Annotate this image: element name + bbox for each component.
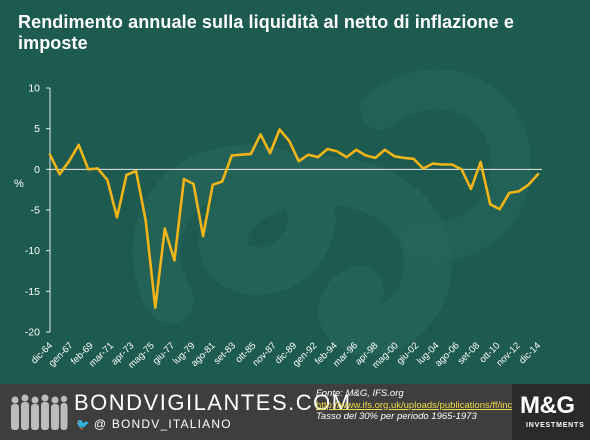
- y-tick-label: -5: [31, 205, 40, 217]
- data-point: [307, 153, 310, 156]
- data-point: [163, 227, 166, 230]
- data-point: [249, 152, 253, 156]
- data-point: [517, 190, 521, 193]
- mg-logo-sub: INVESTMENTS: [526, 422, 585, 429]
- data-point: [182, 177, 186, 181]
- line-chart: 1050-5-10-15-20%dic-64gen-67feb-69mar-71…: [14, 83, 543, 371]
- footer: BONDVIGILANTES.COM 🐦 @ BONDV_ITALIANO Fon…: [0, 384, 590, 440]
- mg-logo: M&G INVESTMENTS: [512, 384, 590, 440]
- data-point: [173, 259, 176, 262]
- source-note: Fonte: M&G, IFS.org http://www.ifs.org.u…: [316, 388, 545, 423]
- data-point: [402, 156, 406, 160]
- y-tick-label: 5: [34, 123, 40, 135]
- data-point: [201, 234, 205, 238]
- data-point: [498, 208, 501, 211]
- data-point: [316, 155, 320, 159]
- y-tick-label: -10: [25, 245, 40, 257]
- data-point: [154, 306, 157, 309]
- chart-area: 10 5 0 -5 -10 -15 -20% dic-64 gen-67 feb-69 mar-71…: [0, 70, 590, 375]
- data-point: [221, 180, 224, 183]
- x-tick-label: giu-77: [151, 340, 177, 366]
- data-point: [87, 168, 90, 171]
- data-point: [326, 147, 329, 151]
- x-tick-label: dic-14: [517, 340, 543, 366]
- data-point: [345, 155, 348, 159]
- data-point: [77, 143, 80, 147]
- y-tick-label: 0: [34, 164, 40, 176]
- data-point: [259, 133, 262, 136]
- x-tick-label: set-83: [212, 340, 238, 366]
- data-point: [230, 154, 233, 157]
- data-point: [335, 150, 339, 153]
- y-axis-label: %: [14, 178, 24, 190]
- twitter-handle[interactable]: 🐦 @ BONDV_ITALIANO: [76, 417, 232, 431]
- data-point: [96, 167, 100, 170]
- data-point: [297, 160, 300, 163]
- data-point: [460, 168, 463, 171]
- data-point: [48, 153, 52, 156]
- y-tick-label: -15: [25, 286, 40, 298]
- data-point: [441, 163, 444, 166]
- data-point: [412, 157, 415, 160]
- data-point: [134, 169, 138, 173]
- data-point: [508, 191, 511, 195]
- data-point: [268, 151, 272, 155]
- x-tick-label: set-08: [456, 340, 482, 366]
- data-point: [278, 128, 281, 131]
- twitter-bird-icon: 🐦: [76, 419, 91, 431]
- series-line: [48, 128, 540, 309]
- data-point: [355, 148, 358, 151]
- data-point: [393, 155, 396, 158]
- data-point: [469, 187, 473, 191]
- data-point: [125, 173, 128, 177]
- people-silhouettes-icon: [11, 394, 68, 430]
- data-point: [374, 156, 377, 160]
- data-point: [450, 163, 454, 166]
- data-point: [192, 182, 195, 186]
- data-point: [479, 160, 482, 164]
- data-point: [383, 148, 387, 151]
- y-tick-label: -20: [25, 327, 40, 339]
- data-point: [115, 216, 119, 219]
- data-point: [527, 183, 530, 186]
- data-point: [364, 154, 367, 157]
- data-point: [240, 153, 243, 156]
- mg-logo-text: M&G: [520, 392, 575, 419]
- source-link[interactable]: http://www.ifs.org.uk/uploads/publicatio…: [316, 399, 545, 411]
- source-note-tax: Tasso del 30% per periodo 1965-1973: [316, 411, 477, 422]
- y-tick-label: 10: [28, 83, 40, 95]
- data-point: [58, 173, 61, 176]
- data-point: [67, 160, 71, 163]
- data-point: [536, 173, 540, 176]
- data-point: [431, 162, 434, 165]
- chart-title: Rendimento annuale sulla liquidità al ne…: [18, 12, 514, 53]
- data-point: [211, 183, 214, 186]
- data-point: [106, 178, 109, 182]
- data-point: [288, 139, 291, 143]
- data-point: [422, 167, 425, 170]
- data-point: [489, 203, 492, 206]
- brand-name: BONDVIGILANTES.COM: [74, 390, 352, 415]
- source-label: Fonte: M&G, IFS.org: [316, 388, 404, 399]
- data-point: [144, 219, 147, 222]
- twitter-handle-text: @ BONDV_ITALIANO: [93, 417, 232, 431]
- x-tick-label: giu-02: [395, 340, 421, 366]
